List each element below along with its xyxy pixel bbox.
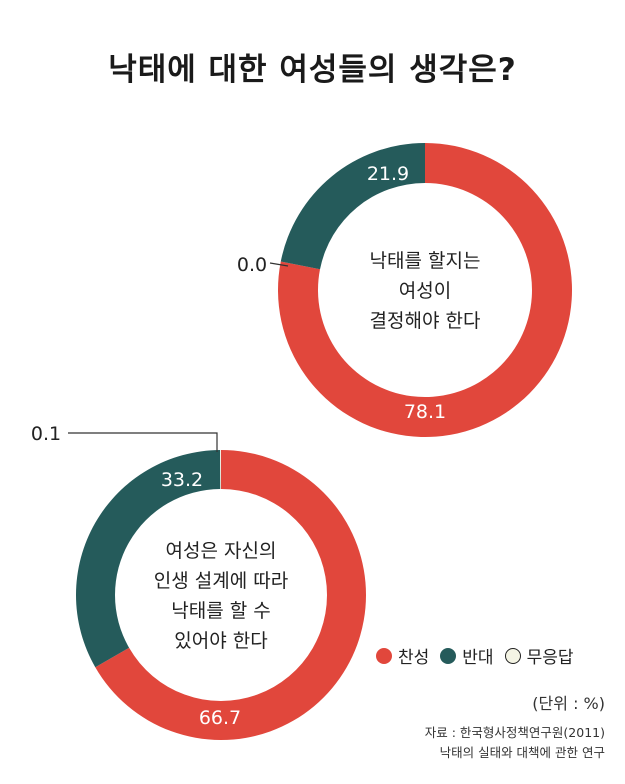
value-label-no-answer: 0.1 xyxy=(31,423,61,445)
legend-item-no-answer: 무응답 xyxy=(504,643,574,668)
leader-line-no-answer xyxy=(68,432,218,452)
center-label-line: 낙태를 할지는 xyxy=(370,250,481,272)
center-label-line: 인생 설계에 따라 xyxy=(154,570,288,592)
chart-title: 낙태에 대한 여성들의 생각은? xyxy=(108,52,517,88)
center-label-line: 있어야 한다 xyxy=(174,630,267,652)
legend-label-disagree: 반대 xyxy=(462,648,494,668)
center-label-line: 여성이 xyxy=(399,280,451,302)
leader-line-no-answer xyxy=(269,262,289,267)
legend-item-disagree: 반대 xyxy=(440,643,494,668)
center-label-line: 낙태를 할 수 xyxy=(171,600,270,622)
legend: 찬성 반대 무응답 xyxy=(376,643,573,668)
source-line-2: 낙태의 실태와 대책에 관한 연구 xyxy=(439,745,605,760)
slice-disagree xyxy=(76,450,221,668)
source-note: 자료 : 한국형사정책연구원(2011) 낙태의 실태와 대책에 관한 연구 xyxy=(425,723,605,763)
slice-disagree xyxy=(280,143,425,270)
legend-item-agree: 찬성 xyxy=(376,643,429,668)
center-label-line: 여성은 자신의 xyxy=(166,540,277,562)
legend-swatch-disagree xyxy=(440,647,457,664)
source-line-1: 자료 : 한국형사정책연구원(2011) xyxy=(424,725,605,740)
slice-no-answer xyxy=(220,450,221,490)
value-label-agree: 78.1 xyxy=(404,401,446,423)
center-label-line: 결정해야 한다 xyxy=(370,310,481,332)
legend-label-no-answer: 무응답 xyxy=(526,648,574,668)
value-label-disagree: 21.9 xyxy=(367,163,409,185)
value-label-agree: 66.7 xyxy=(199,707,241,729)
legend-label-agree: 찬성 xyxy=(398,648,430,668)
legend-swatch-no-answer xyxy=(504,647,521,664)
unit-label: (단위 : %) xyxy=(532,694,605,713)
value-label-disagree: 33.2 xyxy=(161,469,203,491)
value-label-no-answer: 0.0 xyxy=(237,254,267,276)
legend-swatch-agree xyxy=(376,647,392,664)
